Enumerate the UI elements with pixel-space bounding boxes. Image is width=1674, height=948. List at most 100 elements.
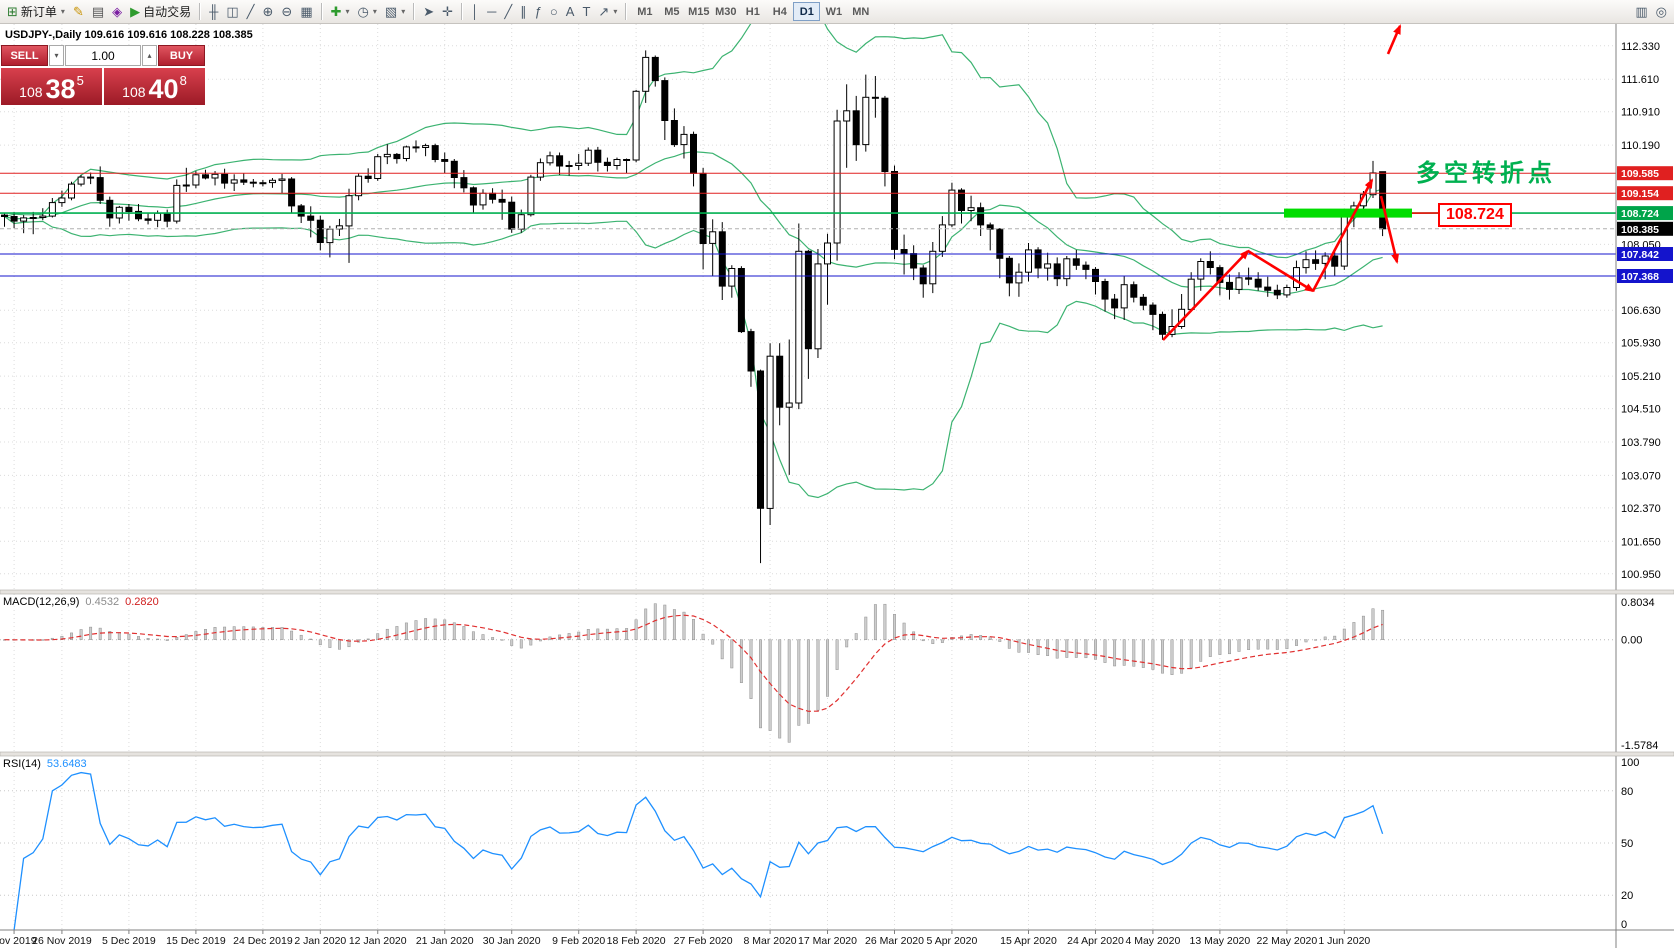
dropdown-arrow-icon: ▾ [372, 7, 377, 16]
rsi-name: RSI(14) [3, 758, 41, 770]
trendline-icon: ╱ [504, 4, 513, 19]
periods-icon: ◷ [357, 4, 369, 19]
timeframe-button-h1[interactable]: H1 [745, 5, 760, 18]
zoom-out-icon[interactable]: ⊖ [277, 2, 296, 22]
one-click-trading-panel: SELL ▾ ▴ BUY 108 38 5 108 40 8 [1, 45, 205, 105]
pane-splitter[interactable] [0, 589, 1674, 595]
line-chart-icon: ╱ [246, 4, 255, 19]
time-axis-label: 24 Apr 2020 [1067, 935, 1124, 947]
horizontal-line-icon[interactable]: ─ [483, 2, 500, 22]
new-order-button-label: 新订单 [20, 5, 57, 19]
zoom-in-icon[interactable]: ⊕ [259, 2, 278, 22]
sell-price-pip: 5 [76, 73, 84, 88]
price-tag-label: 109.154 [1621, 188, 1659, 200]
price-tag-label: 107.368 [1621, 271, 1659, 283]
timeframe-button-d1[interactable]: D1 [793, 2, 821, 21]
crosshair-icon[interactable]: ✛ [438, 2, 457, 22]
fibonacci-icon[interactable]: ƒ [531, 2, 546, 22]
shapes-icon[interactable]: ○ [546, 2, 562, 22]
macd-axis-label: 0.8034 [1621, 597, 1655, 609]
tile-windows-icon[interactable]: ▦ [296, 2, 316, 22]
alerts-icon: ◈ [112, 4, 123, 19]
macd-axis-label: -1.5784 [1621, 740, 1658, 752]
annotations-layer[interactable] [1162, 24, 1439, 341]
macd-pane[interactable] [0, 594, 1616, 752]
pane-splitter[interactable] [0, 751, 1674, 757]
horizontal-line-icon: ─ [487, 4, 497, 19]
trend-arrow[interactable] [1162, 249, 1250, 341]
text-label-icon[interactable]: T [578, 2, 594, 22]
trend-arrow[interactable] [1311, 178, 1374, 292]
new-order-button[interactable]: ⊞ 新订单 ▾ [3, 2, 69, 22]
alerts-icon[interactable]: ◈ [108, 2, 126, 22]
main-toolbar: ⊞ 新订单 ▾ ✎ ▤ ◈ ▶ 自动交易 ╫ ◫ ╱ ⊕ ⊖ ▦ ✚ ▾ ◷ ▾ ▧ ▾ ➤ ✛ │ ─ ╱ ∥ ƒ ○ A T ↗ ▾ M1 M… [0, 0, 1674, 24]
cursor-icon[interactable]: ➤ [419, 2, 438, 22]
time-axis-label: Nov 2019 [0, 935, 37, 947]
volume-stepper-icon[interactable]: ▴ [142, 45, 157, 66]
cursor-icon: ➤ [423, 4, 435, 19]
bar-chart-icon[interactable]: ╫ [205, 2, 222, 22]
zoom-in-icon: ⊕ [262, 4, 274, 19]
volume-input[interactable] [65, 45, 141, 66]
trend-arrow[interactable] [1379, 195, 1400, 264]
time-axis-label: 13 May 2020 [1190, 935, 1251, 947]
time-axis-label: 22 May 2020 [1257, 935, 1318, 947]
arrows-icon[interactable]: ↗ ▾ [594, 2, 621, 22]
rsi-axis-label: 80 [1621, 786, 1633, 798]
buy-button[interactable]: BUY [158, 45, 205, 66]
timeframe-button-w1[interactable]: W1 [825, 5, 843, 18]
timeframe-button-m15[interactable]: M15 [688, 5, 710, 18]
timeframe-button-m30[interactable]: M30 [715, 5, 737, 18]
metaeditor-icon[interactable]: ✎ [69, 2, 88, 22]
time-axis-label: 27 Feb 2020 [674, 935, 733, 947]
line-chart-icon[interactable]: ╱ [243, 2, 259, 22]
price-axis-label: 105.930 [1621, 338, 1661, 350]
buy-price-display[interactable]: 108 40 8 [104, 68, 205, 105]
vertical-line-icon[interactable]: │ [467, 2, 483, 22]
rsi-pane[interactable] [0, 756, 1616, 931]
periods-icon[interactable]: ◷ ▾ [354, 2, 381, 22]
autotrading-button[interactable]: ▶ 自动交易 [126, 2, 195, 22]
candlestick-chart-icon[interactable]: ◫ [222, 2, 242, 22]
metaeditor-icon: ✎ [72, 4, 84, 19]
autotrading-icon: ▶ [130, 4, 141, 19]
rsi-indicator-label: RSI(14) 53.6483 [3, 758, 87, 770]
channel-icon[interactable]: ∥ [516, 2, 531, 22]
buy-price-big: 40 [148, 74, 179, 104]
sell-dropdown-arrow-icon[interactable]: ▾ [49, 45, 64, 66]
price-axis[interactable]: 112.330111.610110.910110.190108.050106.6… [1615, 24, 1674, 948]
timeframe-button-m1[interactable]: M1 [637, 5, 653, 18]
candlestick-chart-icon: ◫ [226, 4, 239, 19]
price-axis-label: 112.330 [1621, 41, 1660, 53]
rsi-axis-label: 20 [1621, 890, 1633, 902]
trendline-icon[interactable]: ╱ [500, 2, 516, 22]
time-axis-label: 9 Feb 2020 [552, 935, 605, 947]
sell-price-display[interactable]: 108 38 5 [1, 68, 102, 105]
indicators-icon[interactable]: ✚ ▾ [327, 2, 354, 22]
price-tag [1617, 186, 1673, 201]
search-icon[interactable]: ◎ [1652, 2, 1671, 22]
trend-arrow[interactable] [1386, 24, 1402, 55]
print-icon: ▤ [91, 4, 105, 19]
price-axis-label: 102.370 [1621, 503, 1661, 515]
price-axis-label: 110.910 [1621, 107, 1660, 119]
time-axis-label: 18 Feb 2020 [607, 935, 666, 947]
text-icon[interactable]: A [562, 2, 579, 22]
sell-button[interactable]: SELL [1, 45, 48, 66]
trade-buttons-row: SELL ▾ ▴ BUY [1, 45, 205, 66]
data-window-icon[interactable]: ▥ [1631, 2, 1651, 22]
price-tag-label: 108.724 [1621, 208, 1659, 220]
templates-icon[interactable]: ▧ ▾ [381, 2, 409, 22]
print-icon[interactable]: ▤ [88, 2, 108, 22]
trend-arrow[interactable] [1247, 249, 1315, 293]
support-zone-rect[interactable] [1284, 208, 1412, 218]
macd-indicator-label: MACD(12,26,9) 0.4532 0.2820 [3, 596, 159, 608]
timeframe-button-m5[interactable]: M5 [664, 5, 680, 18]
annotation-price-callout[interactable]: 108.724 [1438, 203, 1512, 227]
timeframe-button-h4[interactable]: H4 [772, 5, 787, 18]
timeframe-button-mn[interactable]: MN [852, 5, 870, 18]
annotation-turning-point-text[interactable]: 多空转折点 [1416, 160, 1556, 187]
